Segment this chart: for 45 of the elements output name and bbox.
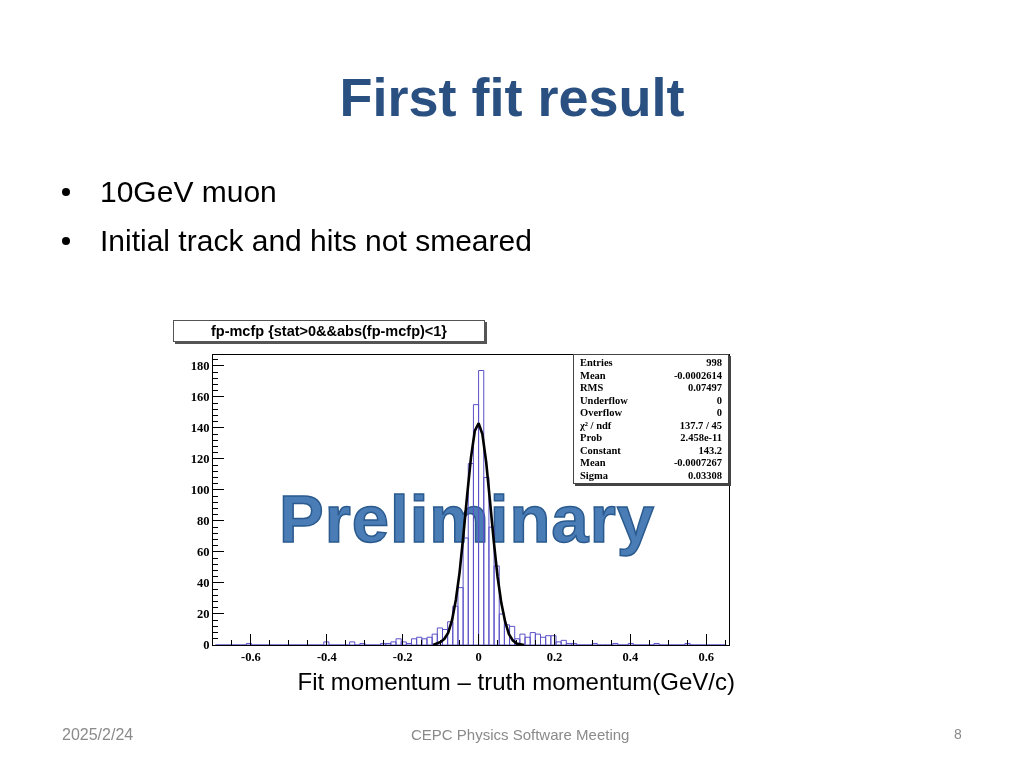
y-tick-label: 100 (190, 483, 210, 498)
annotation: RMS (579, 382, 605, 395)
x-tick-label: 0.6 (698, 650, 715, 664)
annotation: -0.0007267 (672, 457, 723, 470)
y-tick-label: 60 (197, 545, 210, 560)
annotation: 0.03308 (686, 469, 723, 482)
annotation: -0.0002614 (672, 369, 723, 382)
annotation: χ² / ndf (579, 419, 613, 432)
x-tick-label: -0.4 (316, 650, 338, 664)
x-tick-label: -0.2 (392, 650, 413, 664)
annotation: Sigma (579, 469, 609, 482)
y-tick-label: 80 (197, 514, 210, 529)
y-tick-label: 180 (190, 359, 210, 374)
annotation: Prob (579, 432, 603, 445)
annotation: 0 (715, 407, 723, 420)
annotation: 2.458e-11 (679, 432, 723, 445)
x-tick-label: 0.2 (546, 650, 563, 664)
x-axis-title: Fit momentum – truth momentum(GeV/c) (297, 668, 735, 696)
annotation: Underflow (579, 394, 629, 407)
x-tick-label: -0.6 (241, 650, 261, 664)
annotation: Overflow (579, 407, 623, 420)
y-tick-label: 0 (203, 638, 210, 653)
text: CEPC Physics Software Meeting (411, 726, 630, 743)
annotation: 0.07497 (686, 382, 723, 395)
text: Initial track and hits not smeared (100, 224, 532, 258)
annotation: Entries (579, 357, 614, 370)
chart-title: First fit result (338, 67, 686, 127)
annotation: 998 (705, 357, 723, 370)
annotation: Constant (579, 444, 622, 457)
text: 8 (954, 726, 962, 742)
text: 2025/2/24 (62, 726, 134, 744)
chart-subtitle: fp-mcfp {stat>0&&abs(fp-mcfp)<1} (173, 320, 485, 342)
annotation: 137.7 / 45 (678, 419, 723, 432)
annotation: 143.2 (697, 444, 723, 457)
y-tick-label: 20 (197, 607, 210, 622)
y-tick-label: 160 (190, 390, 210, 405)
annotation: 0 (715, 394, 723, 407)
annotation: Mean (579, 457, 607, 470)
annotation: Mean (579, 369, 607, 382)
x-tick-label: 0.4 (622, 650, 639, 664)
y-tick-label: 140 (190, 421, 210, 436)
x-tick-label: 0 (475, 650, 482, 664)
text: 10GeV muon (100, 175, 277, 209)
y-tick-label: 120 (190, 452, 210, 467)
y-tick-label: 40 (197, 576, 210, 591)
